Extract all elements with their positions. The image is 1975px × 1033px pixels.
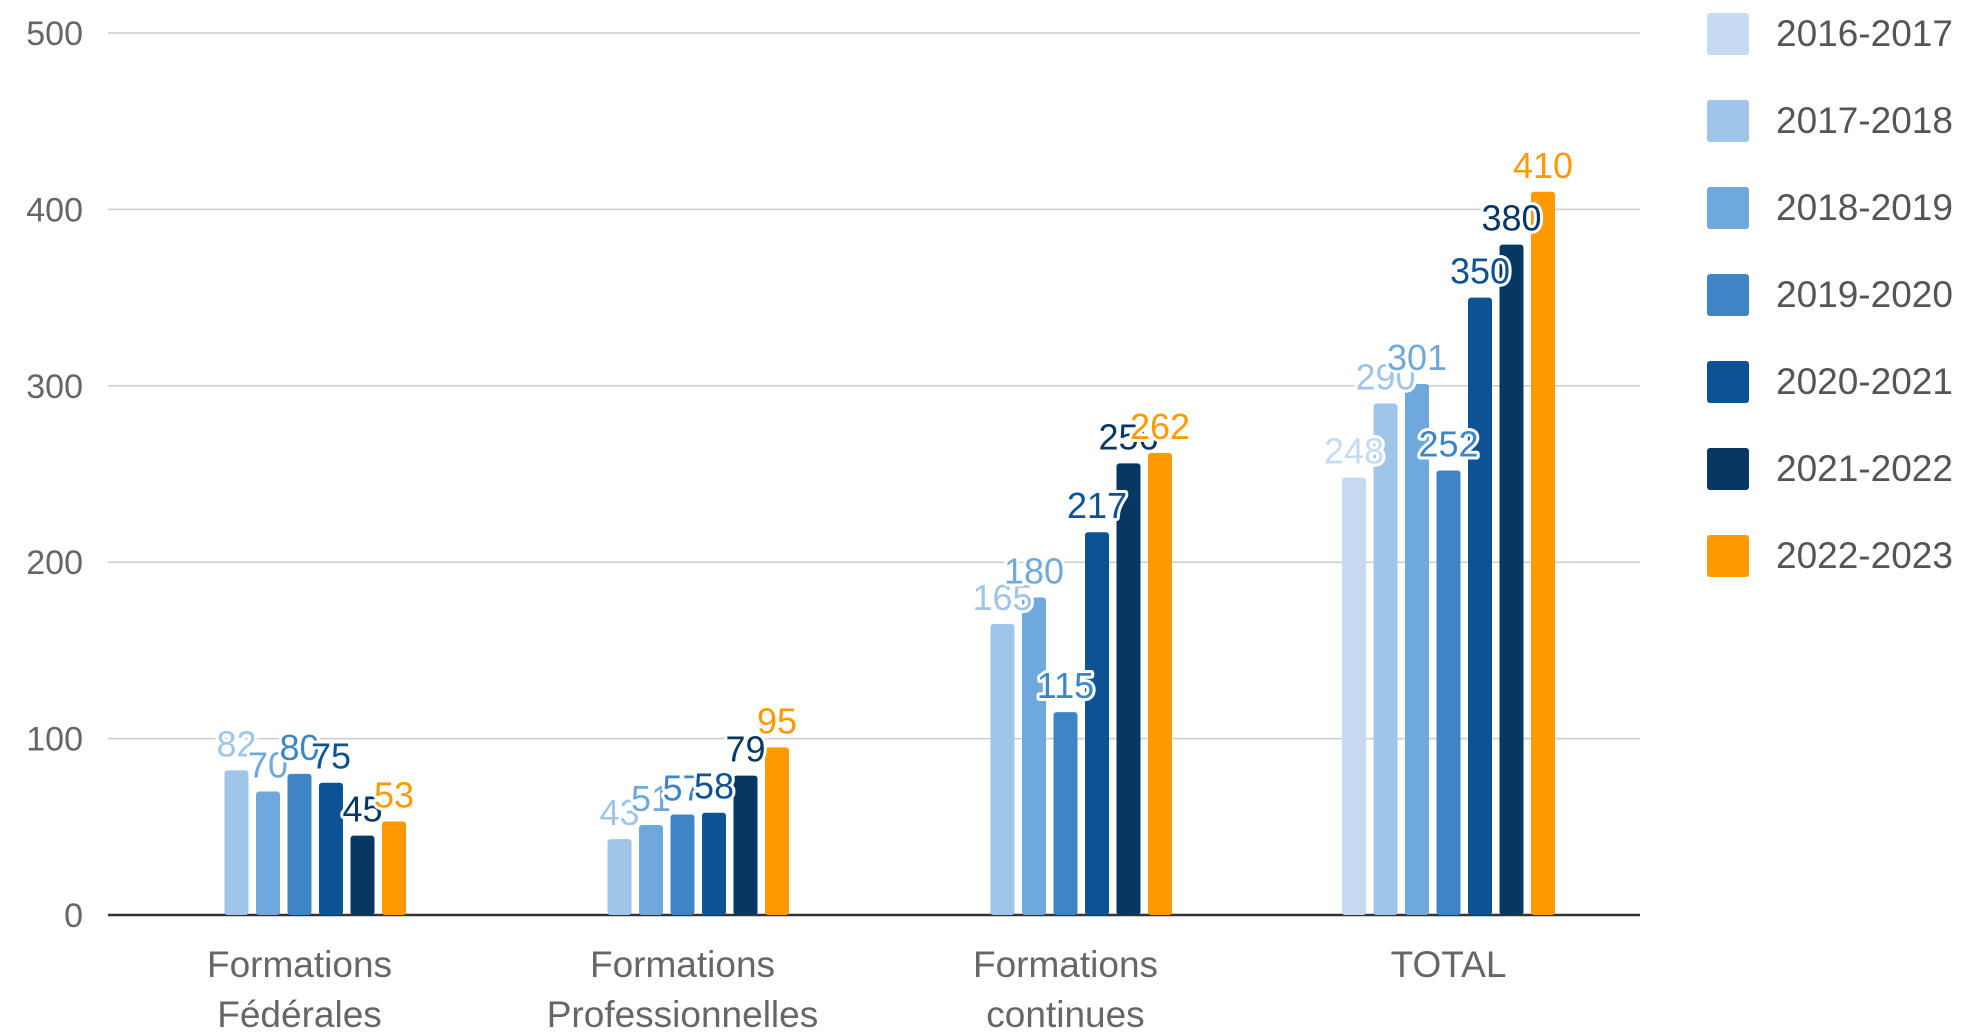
bar-2020-2021-1	[702, 812, 726, 915]
data-label: 252	[1418, 423, 1478, 464]
data-label: 45	[342, 789, 382, 830]
y-tick-label: 400	[26, 191, 83, 229]
data-label: 57	[662, 767, 702, 808]
legend-swatch	[1707, 274, 1749, 316]
bar-2022-2023-2	[1148, 452, 1172, 915]
x-category-label: Fédérales	[217, 994, 382, 1033]
data-label: 180	[1004, 550, 1064, 591]
bar-2021-2022-0	[350, 835, 375, 915]
bar-2017-2018-1	[607, 839, 632, 915]
bars	[224, 191, 1555, 916]
legend-swatch	[1707, 361, 1749, 403]
data-label: 256	[1098, 416, 1158, 457]
data-label: 43	[599, 792, 639, 833]
data-label: 410	[1513, 145, 1573, 186]
legend-swatch	[1707, 13, 1749, 55]
bar-2020-2021-2	[1085, 532, 1109, 915]
legend-label: 2016-2017	[1776, 13, 1953, 54]
x-category-label: continues	[986, 994, 1144, 1033]
x-category-label: Formations	[973, 944, 1158, 985]
data-label: 70	[248, 745, 288, 786]
bar-2020-2021-3	[1468, 297, 1492, 916]
bar-2018-2019-2	[1022, 597, 1046, 915]
y-tick-label: 500	[26, 15, 83, 53]
data-label: 262	[1130, 406, 1190, 447]
legend-label: 2017-2018	[1776, 100, 1953, 141]
legend-swatch	[1707, 535, 1749, 577]
legend-label: 2021-2022	[1776, 448, 1953, 489]
data-label: 95	[757, 700, 797, 741]
data-label: 248	[1324, 431, 1384, 472]
legend-label: 2019-2020	[1776, 274, 1953, 315]
bar-2021-2022-2	[1116, 463, 1141, 915]
data-label: 75	[311, 736, 351, 777]
y-tick-label: 100	[26, 721, 83, 759]
data-label: 79	[725, 729, 765, 770]
bar-2022-2023-1	[765, 747, 789, 915]
bar-2019-2020-1	[670, 814, 695, 915]
bar-2018-2019-0	[256, 791, 280, 915]
x-category-label: TOTAL	[1391, 944, 1507, 985]
data-label: 301	[1387, 337, 1447, 378]
legend: 2016-2017 2017-2018 2018-2019 2019-2020 2020…	[1707, 13, 1953, 577]
bar-2021-2022-1	[733, 775, 758, 915]
legend-swatch	[1707, 187, 1749, 229]
data-label: 350	[1450, 251, 1510, 292]
bar-2017-2018-0	[224, 770, 249, 915]
y-tick-label: 300	[26, 368, 83, 406]
x-category-label: Formations	[207, 944, 392, 985]
bar-2020-2021-0	[319, 782, 343, 915]
data-label: 165	[972, 577, 1032, 618]
data-label: 290	[1355, 356, 1415, 397]
data-label: 80	[279, 727, 319, 768]
data-label: 58	[694, 766, 734, 807]
data-label: 51	[631, 778, 671, 819]
data-label: 82	[216, 723, 256, 764]
bar-2019-2020-3	[1436, 470, 1461, 915]
y-tick-label: 0	[64, 897, 83, 935]
legend-swatch	[1707, 448, 1749, 490]
data-label: 53	[374, 775, 414, 816]
x-category-label: Formations	[590, 944, 775, 985]
bar-2019-2020-2	[1053, 712, 1078, 915]
legend-label: 2022-2023	[1776, 535, 1953, 576]
data-label: 115	[1037, 665, 1094, 706]
legend-label: 2018-2019	[1776, 187, 1953, 228]
legend-label: 2020-2021	[1776, 361, 1953, 402]
bar-2021-2022-3	[1499, 244, 1524, 915]
bar-2017-2018-3	[1373, 403, 1398, 915]
bar-2022-2023-0	[382, 821, 406, 915]
x-axis-categories: Formations Fédérales Formations Professionn…	[207, 944, 1506, 1033]
bar-2017-2018-2	[990, 623, 1015, 915]
y-tick-label: 200	[26, 544, 83, 582]
bar-2016-2017-3	[1342, 477, 1366, 915]
bar-2018-2019-3	[1405, 384, 1429, 915]
data-label: 380	[1481, 198, 1541, 239]
bar-2019-2020-0	[287, 773, 312, 915]
y-axis-ticks: 0 100 200 300 400 500	[26, 15, 83, 935]
bar-2022-2023-3	[1531, 191, 1555, 915]
x-category-label: Professionnelles	[547, 994, 818, 1033]
bar-2018-2019-1	[639, 825, 663, 915]
legend-swatch	[1707, 100, 1749, 142]
data-label: 217	[1067, 485, 1127, 526]
